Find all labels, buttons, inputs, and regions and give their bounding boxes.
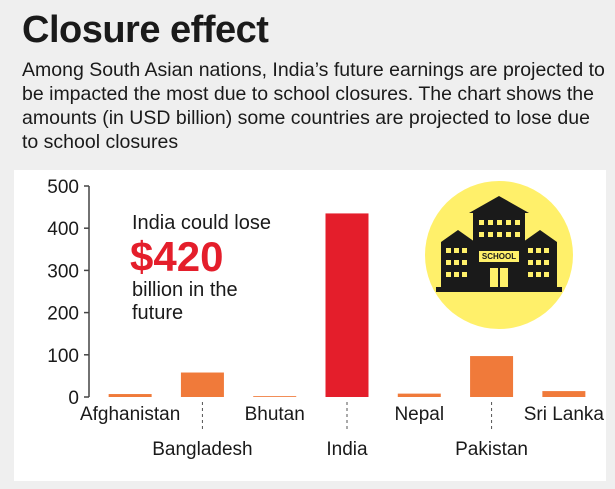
- y-tick-label: 400: [47, 219, 79, 240]
- callout-line-2: billion in the: [132, 279, 238, 301]
- category-label: Nepal: [394, 404, 444, 425]
- bar-chart: 0 100 200 300 400 500 Afghanistan Bangladesh Bh…: [47, 177, 604, 460]
- bar-pakistan: [470, 356, 514, 397]
- chart-title: Closure effect: [22, 9, 269, 51]
- y-tick-label: 500: [47, 177, 79, 198]
- y-axis: 0 100 200 300 400 500: [47, 177, 90, 409]
- school-building-icon: [436, 196, 562, 292]
- school-sign-text: SCHOOL: [482, 252, 516, 261]
- bars: [108, 213, 586, 397]
- chart-panel: 0 100 200 300 400 500 Afghanistan Bangladesh Bh…: [14, 170, 606, 481]
- bar-sri-lanka: [542, 391, 586, 397]
- bar-bangladesh: [180, 372, 224, 397]
- bar-india: [325, 213, 369, 397]
- category-label: Pakistan: [455, 439, 528, 460]
- callout-line-3: future: [132, 302, 184, 324]
- category-label: Sri Lanka: [524, 404, 605, 425]
- category-labels: Afghanistan Bangladesh Bhutan India Nepal Pak…: [80, 402, 604, 460]
- category-label: Bhutan: [245, 404, 305, 425]
- bar-bhutan: [253, 396, 297, 397]
- y-tick-label: 300: [47, 261, 79, 282]
- chart-subtitle: Among South Asian nations, India’s futur…: [22, 59, 605, 153]
- category-label: India: [326, 439, 368, 460]
- bar-afghanistan: [108, 394, 152, 397]
- bar-nepal: [397, 393, 441, 397]
- y-tick-label: 200: [47, 304, 79, 325]
- india-callout: India could lose $420 billion in the fut…: [130, 212, 332, 325]
- callout-amount: $420: [130, 233, 224, 280]
- callout-line-1: India could lose: [132, 212, 271, 234]
- y-tick-label: 100: [47, 346, 79, 367]
- category-label: Afghanistan: [80, 404, 180, 425]
- y-tick-label: 0: [68, 388, 79, 409]
- school-icon: SCHOOL: [424, 180, 574, 330]
- category-label: Bangladesh: [152, 439, 252, 460]
